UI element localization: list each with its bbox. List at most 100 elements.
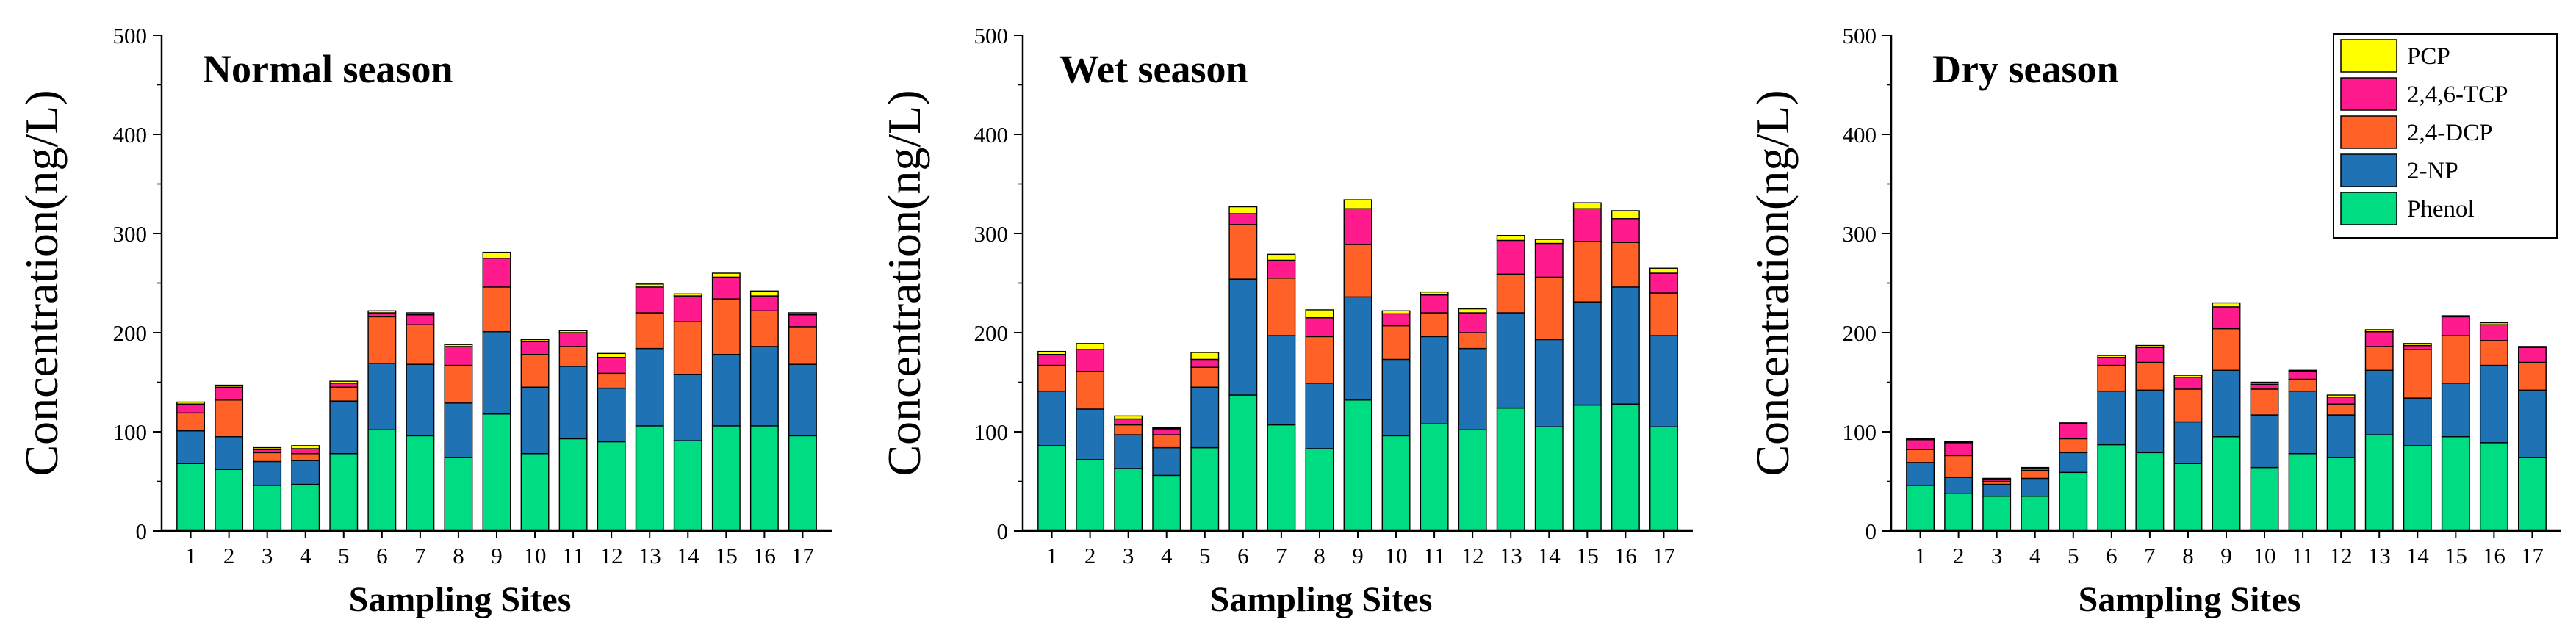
bar-phenol-site-4 bbox=[2021, 496, 2050, 532]
bar-2-np-site-15 bbox=[2441, 383, 2470, 438]
bars bbox=[176, 251, 817, 532]
bar-2-4-6-tcp-site-2 bbox=[215, 386, 244, 401]
bar-pcp-site-12 bbox=[597, 352, 626, 358]
x-tick-label: 6 bbox=[2106, 543, 2118, 568]
bar-2-np-site-2 bbox=[215, 436, 244, 470]
x-tick-label: 1 bbox=[185, 543, 197, 568]
bar-2-np-site-6 bbox=[1228, 278, 1258, 396]
bar-2-4-dcp-site-6 bbox=[1228, 224, 1258, 280]
bar-2-4-dcp-site-8 bbox=[444, 364, 473, 404]
bar-pcp-site-16 bbox=[749, 290, 779, 297]
bar-2-4-6-tcp-site-16 bbox=[749, 295, 779, 311]
bar-2-4-6-tcp-site-10 bbox=[520, 341, 550, 355]
bar-2-4-6-tcp-site-10 bbox=[1381, 313, 1411, 327]
bar-2-4-6-tcp-site-3 bbox=[1114, 418, 1143, 426]
bar-2-4-dcp-site-10 bbox=[2250, 388, 2279, 416]
bars bbox=[1906, 302, 2547, 532]
bar-pcp-site-3 bbox=[1114, 415, 1143, 420]
bar-phenol-site-12 bbox=[2326, 457, 2356, 532]
bar-2-np-site-4 bbox=[1152, 446, 1181, 477]
bar-2-np-site-7 bbox=[406, 363, 435, 437]
bar-2-4-dcp-site-5 bbox=[1190, 366, 1220, 388]
bar-phenol-site-8 bbox=[444, 457, 473, 532]
bar-pcp-site-10 bbox=[520, 339, 550, 342]
y-tick-label: 100 bbox=[113, 419, 148, 445]
bar-pcp-site-4 bbox=[1152, 427, 1181, 430]
bar-pcp-site-8 bbox=[2173, 375, 2203, 378]
bar-pcp-site-17 bbox=[1649, 267, 1678, 274]
y-tick-label: 300 bbox=[1843, 221, 1877, 247]
x-tick-label: 10 bbox=[2253, 543, 2276, 568]
bar-2-np-site-12 bbox=[2326, 414, 2356, 458]
bar-pcp-site-15 bbox=[711, 272, 741, 278]
y-axis-title: Concentration(ng/L) bbox=[1746, 90, 1799, 476]
x-tick-label: 9 bbox=[491, 543, 503, 568]
bar-phenol-site-10 bbox=[1381, 435, 1411, 532]
x-axis-title: Sampling Sites bbox=[349, 580, 572, 619]
bar-2-4-6-tcp-site-7 bbox=[2135, 347, 2165, 363]
y-tick-label: 200 bbox=[1843, 320, 1877, 346]
y-tick-label: 300 bbox=[974, 221, 1009, 247]
x-tick-label: 5 bbox=[2068, 543, 2079, 568]
bar-phenol-site-16 bbox=[1611, 403, 1640, 532]
bar-phenol-site-9 bbox=[482, 413, 511, 532]
bar-2-4-dcp-site-2 bbox=[1944, 455, 1974, 478]
bar-2-4-dcp-site-12 bbox=[1458, 332, 1487, 350]
bar-2-4-6-tcp-site-17 bbox=[788, 314, 817, 328]
bar-phenol-site-16 bbox=[749, 425, 779, 532]
x-tick-label: 5 bbox=[338, 543, 350, 568]
x-tick-label: 12 bbox=[2330, 543, 2353, 568]
bar-pcp-site-2 bbox=[215, 384, 244, 388]
panel-title: Normal season bbox=[203, 47, 453, 91]
bar-2-np-site-13 bbox=[635, 347, 664, 427]
bar-phenol-site-7 bbox=[1267, 424, 1296, 532]
bar-phenol-site-4 bbox=[1152, 474, 1181, 532]
bar-pcp-site-13 bbox=[1496, 235, 1525, 242]
bar-pcp-site-13 bbox=[635, 283, 664, 288]
bar-phenol-site-3 bbox=[253, 485, 282, 532]
bar-pcp-site-7 bbox=[2135, 344, 2165, 348]
bar-2-4-6-tcp-site-2 bbox=[1944, 442, 1974, 457]
x-tick-label: 13 bbox=[638, 543, 661, 568]
x-tick-label: 11 bbox=[1423, 543, 1445, 568]
x-tick-label: 7 bbox=[414, 543, 426, 568]
y-tick-label: 500 bbox=[1843, 23, 1877, 48]
bar-phenol-site-12 bbox=[1458, 429, 1487, 532]
bar-phenol-site-14 bbox=[1534, 426, 1564, 532]
bar-2-4-6-tcp-site-13 bbox=[635, 286, 664, 314]
bar-2-4-dcp-site-9 bbox=[2212, 328, 2241, 372]
bar-2-4-dcp-site-13 bbox=[2364, 346, 2394, 371]
bar-2-4-dcp-site-17 bbox=[2517, 361, 2547, 391]
bar-2-4-6-tcp-site-5 bbox=[329, 383, 359, 388]
bar-2-np-site-11 bbox=[1420, 336, 1449, 424]
bar-2-4-6-tcp-site-8 bbox=[2173, 377, 2203, 390]
x-tick-label: 14 bbox=[2406, 543, 2430, 568]
bar-2-np-site-12 bbox=[597, 387, 626, 443]
x-tick-label: 13 bbox=[2368, 543, 2391, 568]
y-tick-label: 200 bbox=[113, 320, 148, 346]
x-tick-label: 8 bbox=[2182, 543, 2194, 568]
bar-pcp-site-13 bbox=[2364, 329, 2394, 333]
bar-2-np-site-2 bbox=[1076, 408, 1105, 460]
y-tick-label: 100 bbox=[974, 419, 1009, 445]
bar-pcp-site-8 bbox=[1305, 309, 1334, 319]
bar-pcp-site-1 bbox=[1906, 438, 1935, 441]
bar-phenol-site-3 bbox=[1982, 496, 2012, 532]
y-tick-label: 300 bbox=[113, 221, 148, 247]
bar-2-4-6-tcp-site-11 bbox=[2288, 370, 2317, 380]
x-tick-label: 14 bbox=[677, 543, 700, 568]
bar-2-4-dcp-site-3 bbox=[1114, 424, 1143, 435]
bar-phenol-site-17 bbox=[2517, 457, 2547, 532]
bar-pcp-site-1 bbox=[176, 401, 206, 405]
bar-pcp-site-2 bbox=[1076, 343, 1105, 350]
bar-2-4-dcp-site-15 bbox=[1572, 241, 1602, 303]
bar-2-np-site-2 bbox=[1944, 477, 1974, 494]
x-tick-label: 3 bbox=[1123, 543, 1134, 568]
x-tick-label: 11 bbox=[562, 543, 584, 568]
bar-2-4-dcp-site-16 bbox=[1611, 242, 1640, 288]
bar-2-4-6-tcp-site-1 bbox=[1037, 354, 1067, 366]
bar-2-4-dcp-site-15 bbox=[2441, 335, 2470, 384]
bar-phenol-site-8 bbox=[1305, 448, 1334, 532]
